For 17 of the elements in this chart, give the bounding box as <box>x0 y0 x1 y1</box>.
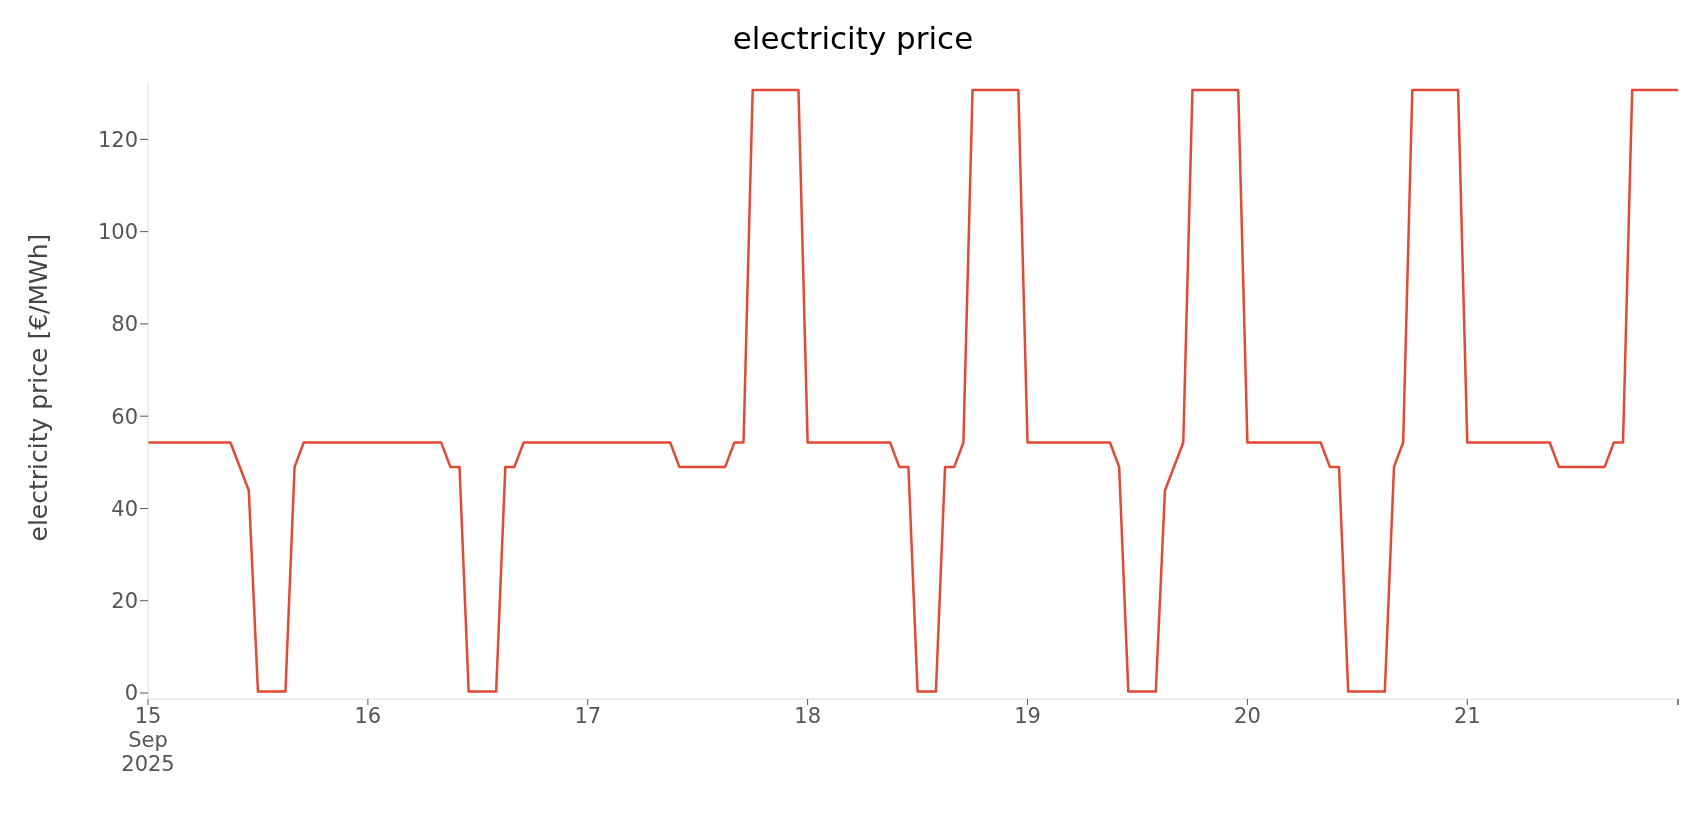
y-tick-label: 120 <box>97 127 138 152</box>
x-tick-label: 15 Sep 2025 <box>121 704 175 776</box>
y-tick-label: 80 <box>111 312 138 337</box>
line-series <box>148 88 1678 693</box>
y-tick-label: 40 <box>111 496 138 521</box>
y-axis-title: electricity price [€/MWh] <box>23 233 53 542</box>
y-tick-label: 60 <box>111 404 138 429</box>
x-tick-label: 21 <box>1453 704 1481 728</box>
x-tick-label: 19 <box>1014 704 1041 728</box>
x-tick-label: 16 <box>354 704 382 728</box>
y-tick-label: 0 <box>124 681 138 706</box>
x-tick-label: 17 <box>574 704 602 728</box>
y-tick-label: 20 <box>111 589 138 614</box>
chart-title: electricity price <box>731 19 975 58</box>
x-tick-label: 20 <box>1234 704 1261 728</box>
y-tick-label: 100 <box>97 220 138 245</box>
x-tick-label: 18 <box>794 704 822 728</box>
